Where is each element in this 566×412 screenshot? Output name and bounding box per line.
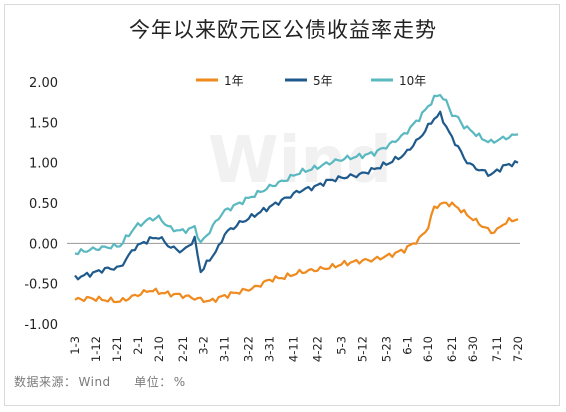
- y-axis-ticks: 2.00 1.50 1.00 0.50 0.00 -0.50 -1.00: [24, 76, 58, 333]
- legend-label: 1年: [224, 74, 244, 88]
- x-tick-label: 6-1: [400, 336, 414, 355]
- x-tick-label: 4-11: [287, 336, 301, 362]
- x-tick-label: 1-21: [110, 336, 124, 362]
- legend: 1年 5年 10年: [196, 74, 426, 88]
- y-tick-label: -1.00: [24, 318, 58, 333]
- x-tick-label: 6-30: [466, 336, 480, 362]
- x-tick-label: 2-21: [176, 336, 190, 362]
- source-label: 数据来源：: [14, 375, 77, 389]
- y-tick-label: 1.00: [29, 157, 58, 172]
- x-tick-label: 6-10: [421, 336, 435, 362]
- series-lines: [74, 93, 519, 304]
- y-tick-label: 2.00: [29, 76, 58, 91]
- x-tick-label: 3-22: [242, 336, 256, 362]
- watermark: Wind: [208, 124, 392, 198]
- chart-frame: [4, 4, 560, 406]
- x-tick-label: 5-3: [334, 336, 348, 355]
- x-tick-label: 6-21: [445, 336, 459, 362]
- x-tick-label: 2-10: [152, 336, 166, 362]
- series-line-2: [74, 110, 519, 281]
- y-tick-label: 1.50: [29, 116, 58, 131]
- series-line-3: [74, 93, 519, 256]
- x-tick-label: 4-22: [310, 336, 324, 362]
- x-tick-label: 3-31: [263, 336, 277, 362]
- legend-label: 5年: [313, 74, 333, 88]
- legend-label: 10年: [399, 74, 426, 88]
- source-value: Wind: [78, 375, 111, 389]
- x-tick-label: 3-2: [197, 336, 211, 355]
- unit-label: 单位：: [134, 375, 172, 389]
- x-tick-label: 5-23: [379, 336, 393, 362]
- x-tick-label: 1-3: [68, 336, 82, 355]
- x-axis-ticks: 1-3 1-12 1-21 2-1 2-10 2-21 3-2 3-11 3-22 3-31 4-1…: [68, 336, 525, 362]
- x-tick-label: 7-20: [511, 336, 525, 362]
- y-tick-label: 0.50: [29, 197, 58, 212]
- y-tick-label: 0.00: [29, 237, 58, 252]
- series-line-1: [74, 201, 519, 304]
- source-note: 数据来源： Wind 单位：%: [14, 373, 188, 390]
- x-tick-label: 5-12: [355, 336, 369, 362]
- x-tick-label: 7-11: [490, 336, 504, 362]
- x-tick-label: 1-12: [89, 336, 103, 362]
- y-tick-label: -0.50: [24, 278, 58, 293]
- chart-title: 今年以来欧元区公债收益率走势: [129, 18, 437, 42]
- x-tick-label: 3-11: [218, 336, 232, 362]
- unit-value: %: [173, 375, 186, 389]
- x-tick-label: 2-1: [131, 336, 145, 355]
